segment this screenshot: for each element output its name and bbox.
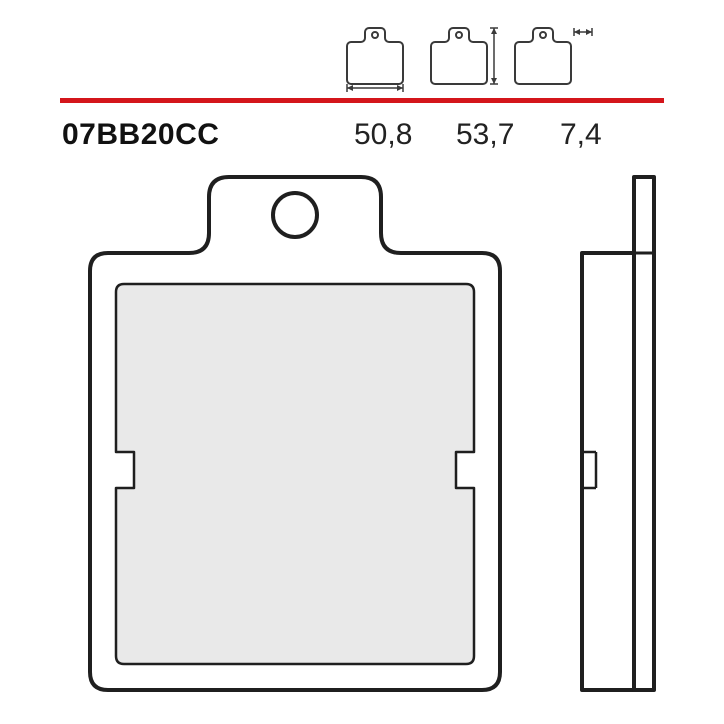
mounting-hole	[273, 193, 317, 237]
technical-drawing	[0, 0, 724, 724]
front-inner-pad	[116, 284, 474, 664]
side-view	[582, 177, 654, 690]
diagram-canvas: { "part_number": "07BB20CC", "dimensions…	[0, 0, 724, 724]
